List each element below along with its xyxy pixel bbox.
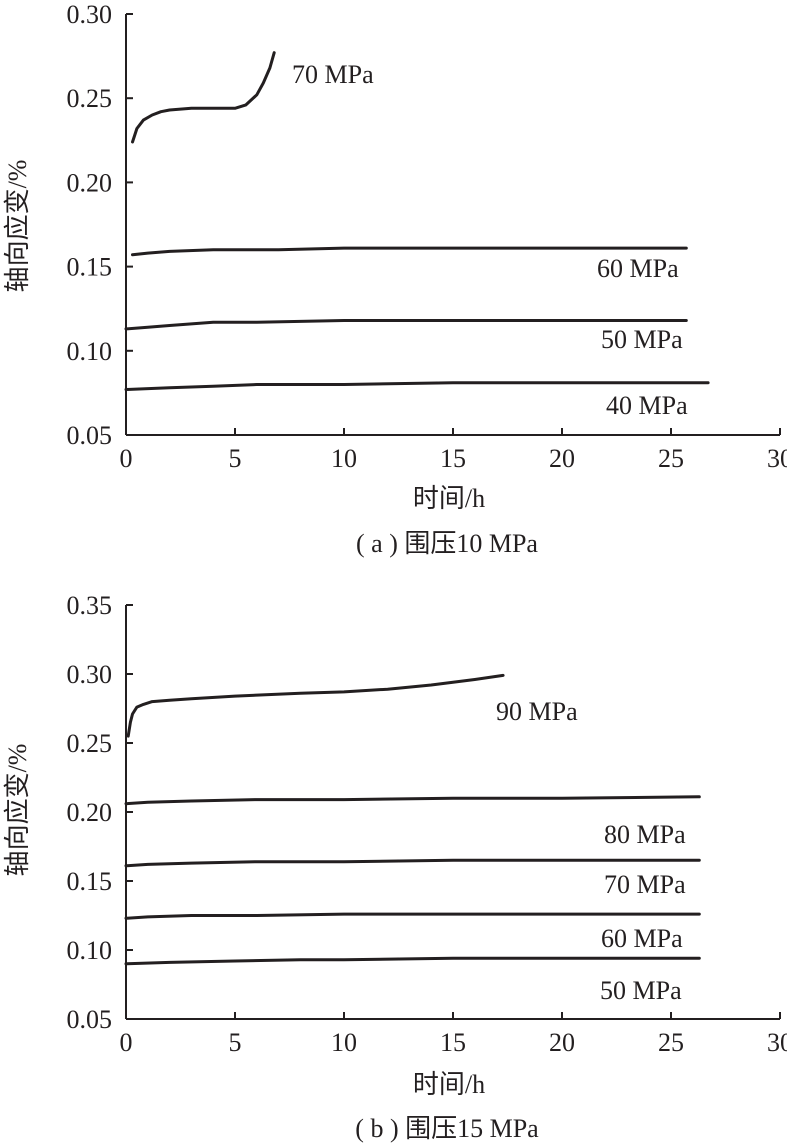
y-tick-label: 0.30 bbox=[67, 660, 113, 689]
series-label: 90 MPa bbox=[496, 697, 578, 726]
x-tick-label: 15 bbox=[440, 444, 466, 473]
y-tick-label: 0.05 bbox=[67, 421, 113, 450]
y-tick-label: 0.15 bbox=[67, 253, 113, 282]
y-tick-label: 0.20 bbox=[67, 798, 113, 827]
series-line-70-mpa bbox=[131, 51, 276, 144]
series-label: 50 MPa bbox=[601, 325, 683, 354]
chart-panel-a: 0 5 10 15 20 25 30 0.05 0.10 0.15 0.20 0.25 0.30 轴向应变… bbox=[3, 0, 787, 558]
x-tick-label: 15 bbox=[440, 1028, 466, 1057]
chart-caption: ( a ) 围压10 MPa bbox=[356, 529, 538, 558]
series-label: 60 MPa bbox=[601, 924, 683, 953]
series-label: 50 MPa bbox=[600, 976, 682, 1005]
series-line-60-mpa bbox=[131, 246, 688, 257]
x-tick-label: 10 bbox=[331, 444, 357, 473]
x-axis-title: 时间/h bbox=[413, 1070, 485, 1099]
x-tick-label: 0 bbox=[120, 444, 133, 473]
series-label: 40 MPa bbox=[606, 391, 688, 420]
x-tick-label: 25 bbox=[658, 444, 684, 473]
y-tick-label: 0.05 bbox=[67, 1005, 113, 1034]
x-tick-label: 5 bbox=[229, 1028, 242, 1057]
series-line-80-mpa bbox=[124, 795, 701, 806]
series-line-90-mpa bbox=[126, 673, 505, 738]
y-tick-label: 0.15 bbox=[67, 867, 113, 896]
x-tick-label: 10 bbox=[331, 1028, 357, 1057]
series-line-50-mpa bbox=[124, 956, 701, 966]
y-tick-label: 0.25 bbox=[67, 84, 113, 113]
x-tick-label: 30 bbox=[767, 1028, 787, 1057]
y-axis-title: 轴向应变/% bbox=[3, 160, 32, 293]
series-label: 70 MPa bbox=[604, 870, 686, 899]
series-label: 80 MPa bbox=[604, 820, 686, 849]
y-tick-label: 0.35 bbox=[67, 591, 113, 620]
y-tick-label: 0.25 bbox=[67, 729, 113, 758]
series-line-40-mpa bbox=[124, 381, 710, 391]
series-line-70-mpa bbox=[124, 858, 701, 868]
x-tick-label: 0 bbox=[120, 1028, 133, 1057]
y-axis-title: 轴向应变/% bbox=[3, 744, 32, 877]
x-tick-label: 20 bbox=[549, 444, 575, 473]
y-tick-label: 0.10 bbox=[67, 337, 113, 366]
y-tick-label: 0.30 bbox=[67, 0, 113, 29]
series-line-60-mpa bbox=[124, 912, 701, 920]
y-tick-label: 0.20 bbox=[67, 168, 113, 197]
chart-caption: ( b ) 围压15 MPa bbox=[355, 1114, 539, 1143]
x-tick-label: 20 bbox=[549, 1028, 575, 1057]
y-tick-label: 0.10 bbox=[67, 936, 113, 965]
x-tick-label: 30 bbox=[767, 444, 787, 473]
series-label: 70 MPa bbox=[292, 60, 374, 89]
x-tick-label: 25 bbox=[658, 1028, 684, 1057]
chart-panel-b: 0 5 10 15 20 25 30 0.05 0.10 0.15 0.20 0.25 0.30 0.35… bbox=[3, 591, 787, 1143]
series-line-50-mpa bbox=[124, 319, 688, 331]
series-label: 60 MPa bbox=[597, 254, 679, 283]
x-axis-title: 时间/h bbox=[413, 484, 485, 513]
x-tick-label: 5 bbox=[229, 444, 242, 473]
